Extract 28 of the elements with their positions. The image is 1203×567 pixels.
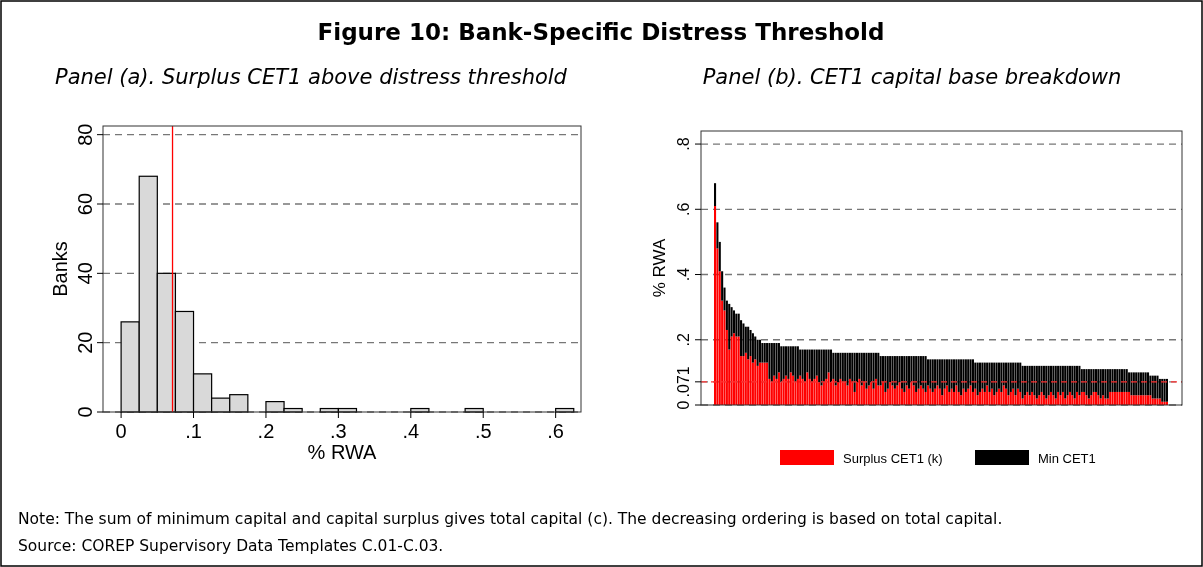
y-tick-label: 60 (74, 192, 96, 216)
x-tick-label: .6 (547, 420, 564, 442)
x-axis-title: % RWA (307, 441, 378, 463)
x-tick-label: 0 (115, 420, 127, 442)
text: Figure 10: Bank-Specific Distress Threshold (317, 19, 885, 45)
x-tick-label: .4 (402, 420, 420, 442)
y-tick-label: .4 (674, 267, 692, 282)
x-tick-label: .3 (330, 420, 347, 442)
text: Note: The sum of minimum capital and capital surplus gives total capital (c). The decreasing ordering is based on total capital. (18, 510, 1003, 528)
y-tick-label: 80 (74, 123, 96, 146)
chart-title: Panel (a). Surplus CET1 above distress threshold (55, 65, 568, 89)
x-tick-label: .5 (474, 420, 492, 442)
y-tick-label: 40 (74, 262, 96, 285)
legend-label: Surplus CET1 (k) (843, 451, 943, 466)
y-axis-title: % RWA (650, 238, 669, 298)
chart-title: Panel (b). CET1 capital base breakdown (702, 65, 1122, 89)
y-tick-label: .071 (674, 366, 692, 398)
y-tick-label: .6 (674, 202, 692, 216)
y-tick-label: .2 (674, 332, 692, 347)
y-tick-label: 0 (674, 400, 692, 410)
y-tick-label: .8 (674, 137, 692, 151)
legend-label: Min CET1 (1038, 451, 1096, 466)
y-tick-label: 20 (74, 331, 96, 354)
x-tick-label: .2 (257, 420, 275, 442)
y-axis-title: Banks (49, 241, 71, 297)
source-note: Source: COREP Supervisory Data Templates C.01-C.03. (18, 537, 444, 555)
x-tick-label: .1 (185, 420, 202, 442)
y-tick-label: 0 (74, 406, 96, 418)
